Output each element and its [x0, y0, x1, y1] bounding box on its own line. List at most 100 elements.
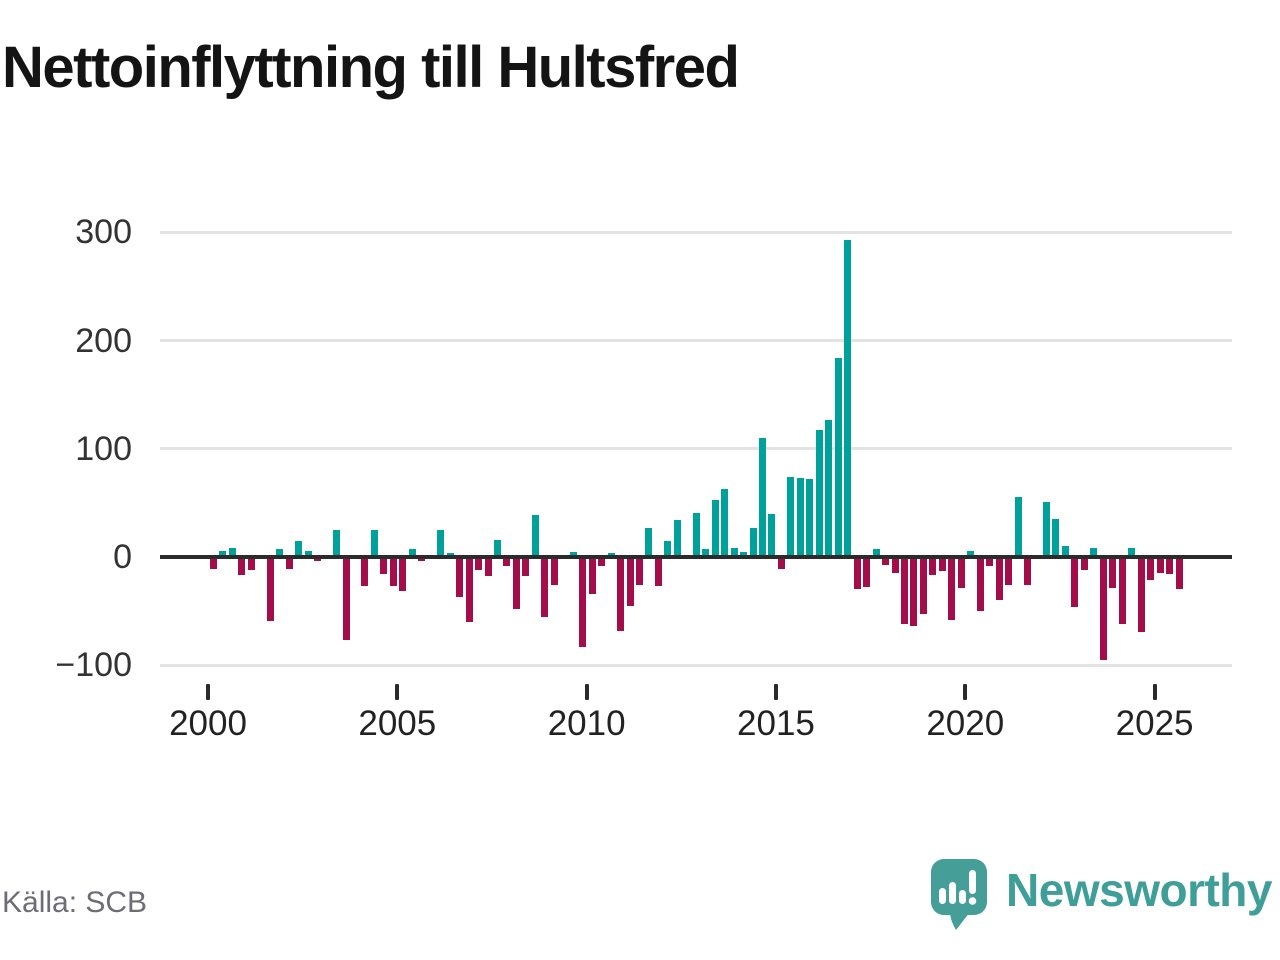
bar-2017-q2: [863, 557, 871, 588]
bar-2012-q2: [673, 520, 681, 557]
bar-2025-q3: [1175, 557, 1183, 590]
x-axis-label-2000: 2000: [169, 704, 247, 743]
bar-2000-q4: [238, 557, 246, 576]
bar-2020-q1: [967, 550, 975, 557]
bar-2024-q2: [1128, 548, 1136, 557]
gridline-300: [160, 230, 1232, 234]
x-axis-label-2025: 2025: [1115, 704, 1194, 743]
bar-2008-q4: [541, 557, 549, 617]
bar-2002-q3: [304, 550, 312, 557]
y-axis-label--100: −100: [55, 646, 132, 685]
bar-2016-q2: [825, 419, 833, 557]
bar-2023-q4: [1109, 557, 1117, 589]
bar-2021-q2: [1014, 497, 1022, 557]
bar-2006-q2: [446, 552, 454, 557]
x-axis-tick-2000: [206, 684, 210, 700]
bar-2010-q4: [617, 557, 625, 631]
bar-2010-q2: [598, 557, 606, 566]
y-axis-label-100: 100: [75, 429, 132, 468]
bar-2020-q3: [986, 557, 994, 566]
bar-2008-q1: [512, 557, 520, 609]
bar-2020-q4: [995, 557, 1003, 601]
brand-wordmark: Newsworthy: [1006, 864, 1272, 916]
bar-2016-q3: [834, 357, 842, 557]
bar-2002-q1: [285, 557, 293, 569]
bar-2025-q2: [1166, 557, 1174, 575]
bar-2019-q1: [929, 557, 937, 576]
newsworthy-logo-icon: [931, 859, 988, 930]
bar-2022-q4: [1071, 557, 1079, 607]
bar-2023-q3: [1099, 557, 1107, 660]
bar-2017-q4: [882, 557, 890, 565]
bar-2023-q2: [1090, 548, 1098, 557]
x-axis-tick-2025: [1152, 684, 1157, 700]
bar-2007-q1: [475, 557, 483, 570]
bar-2018-q3: [910, 557, 918, 627]
bar-2012-q4: [692, 512, 700, 557]
x-axis-label-2005: 2005: [358, 704, 437, 743]
bar-2003-q2: [333, 529, 341, 557]
x-axis-tick-2010: [584, 684, 589, 700]
bar-2017-q3: [872, 549, 880, 557]
bar-2024-q1: [1118, 557, 1126, 625]
bar-2022-q3: [1061, 546, 1069, 557]
source-caption: Källa: SCB: [2, 886, 148, 919]
bar-2000-q2: [219, 550, 227, 557]
bar-2004-q3: [380, 557, 388, 575]
bar-2006-q1: [437, 529, 445, 557]
bar-2010-q1: [588, 557, 596, 594]
bar-2011-q4: [654, 557, 662, 587]
bar-2009-q4: [579, 557, 587, 647]
bar-2004-q4: [389, 557, 397, 587]
bar-2013-q3: [721, 488, 729, 557]
bar-2014-q1: [740, 551, 748, 557]
bar-2002-q2: [295, 540, 303, 557]
y-axis-label-300: 300: [75, 213, 132, 252]
bar-2005-q1: [399, 557, 407, 591]
gridline-100: [160, 447, 1232, 451]
bar-2004-q2: [370, 529, 378, 557]
bar-2025-q1: [1156, 557, 1164, 574]
bar-2011-q1: [626, 557, 634, 606]
y-axis-label-200: 200: [75, 321, 132, 360]
bar-2019-q2: [938, 557, 946, 572]
bar-2003-q3: [342, 557, 350, 641]
x-axis-label-2020: 2020: [926, 704, 1005, 743]
bar-2024-q4: [1147, 557, 1155, 580]
bar-2004-q1: [361, 557, 369, 587]
bar-2022-q2: [1052, 519, 1060, 557]
bar-2015-q2: [787, 476, 795, 557]
bar-2007-q2: [484, 557, 492, 577]
bar-2014-q2: [749, 527, 757, 557]
gridline-200: [160, 339, 1232, 342]
bar-2001-q1: [247, 557, 255, 570]
bar-2018-q1: [891, 557, 899, 574]
bar-2020-q2: [976, 557, 984, 612]
bar-2007-q4: [503, 557, 511, 566]
bar-2000-q3: [228, 548, 236, 557]
bar-2015-q1: [777, 557, 785, 569]
bar-2001-q4: [276, 549, 284, 557]
bar-2021-q3: [1024, 557, 1032, 586]
y-axis-label-0: 0: [113, 538, 132, 576]
x-axis-tick-2020: [963, 684, 968, 700]
bar-2024-q3: [1137, 557, 1145, 632]
bar-2006-q3: [456, 557, 464, 598]
bar-2023-q1: [1080, 557, 1088, 570]
x-axis-tick-2015: [773, 684, 778, 700]
bar-2016-q1: [815, 430, 823, 557]
bar-2012-q1: [664, 540, 672, 557]
bar-2013-q1: [702, 549, 710, 557]
bar-2010-q3: [607, 552, 615, 557]
bar-2019-q3: [948, 557, 956, 620]
bar-2008-q2: [522, 557, 530, 577]
bar-2013-q4: [730, 548, 738, 557]
bar-2009-q3: [569, 551, 577, 557]
chart-title: Nettoinflyttning till Hultsfred: [2, 35, 740, 100]
brand-footer: Newsworthy: [930, 858, 1272, 932]
bar-2018-q2: [901, 557, 909, 625]
x-axis-tick-2005: [395, 684, 400, 700]
bar-2011-q3: [645, 527, 653, 557]
bar-2001-q3: [266, 557, 274, 621]
